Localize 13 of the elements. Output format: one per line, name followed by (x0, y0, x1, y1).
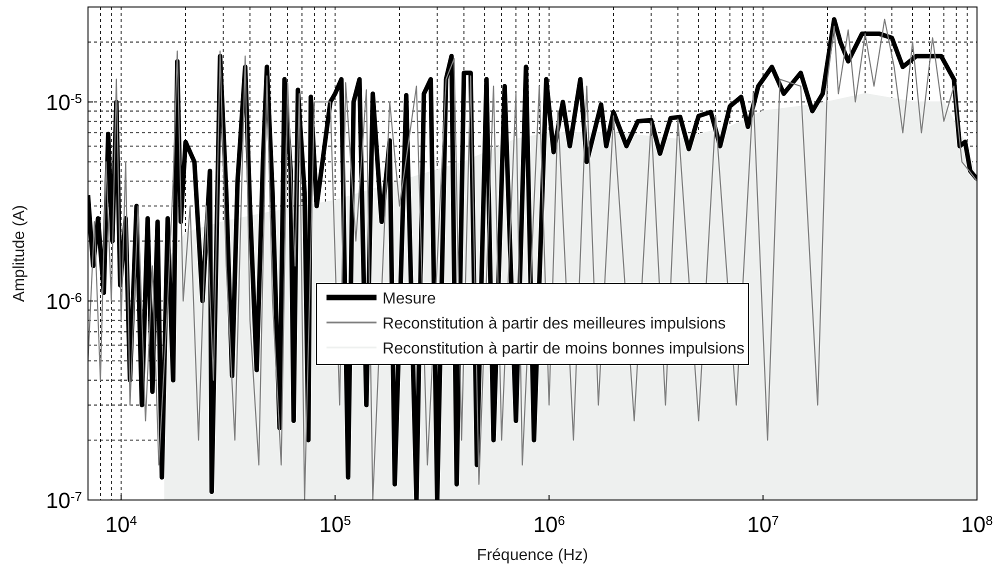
x-tick-label: 10$^{7}$ (747, 512, 779, 537)
x-tick-label: 10$^{4}$ (105, 512, 138, 537)
legend-label: Reconstitution à partir des meilleures impulsions (382, 316, 726, 332)
y-tick-label: 10$^{-5}$ (46, 90, 82, 115)
x-tick-label: 10$^{6}$ (533, 512, 565, 537)
x-tick-label: 10$^{5}$ (319, 512, 351, 537)
y-tick-label: 10$^{-6}$ (46, 288, 82, 314)
legend-label: Mesure (382, 290, 436, 308)
y-axis-title: Amplitude (A) (11, 205, 28, 302)
x-tick-label: 10$^{8}$ (961, 512, 993, 537)
y-tick-label: 10$^{-7}$ (46, 488, 82, 513)
x-axis-title: Fréquence (Hz) (476, 547, 588, 564)
legend-label: Reconstitution à partir de moins bonnes impulsions (382, 340, 744, 358)
